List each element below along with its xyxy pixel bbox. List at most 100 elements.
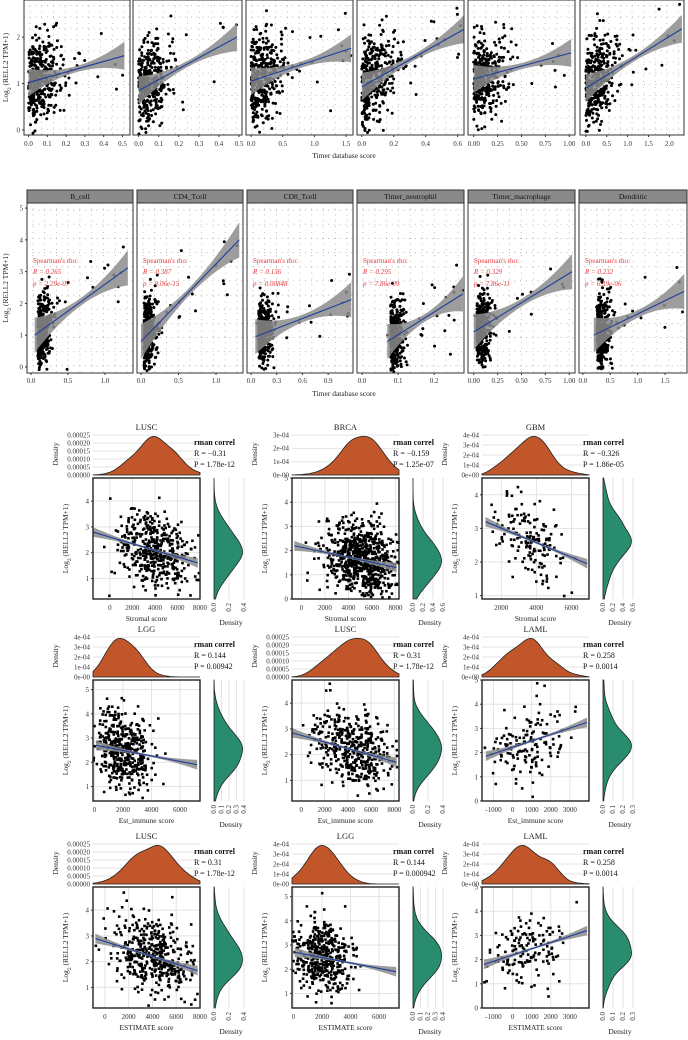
data-point — [381, 92, 385, 96]
data-point — [148, 303, 152, 307]
data-point — [46, 296, 49, 300]
data-point — [252, 42, 256, 45]
regression-line — [361, 28, 465, 88]
data-point — [390, 74, 394, 78]
data-point — [259, 294, 263, 298]
data-point — [261, 298, 264, 302]
data-point — [152, 343, 156, 347]
data-point — [147, 316, 150, 320]
data-point — [41, 60, 44, 63]
data-point — [499, 46, 503, 49]
data-point — [28, 48, 32, 52]
x-tick-label: 1.0 — [633, 377, 642, 385]
data-point — [73, 57, 77, 60]
data-point — [386, 53, 390, 57]
data-point — [494, 333, 498, 337]
data-point — [363, 36, 367, 40]
data-point — [145, 107, 149, 111]
data-point — [390, 81, 394, 85]
data-point — [67, 76, 71, 80]
data-point — [42, 106, 46, 109]
data-point — [148, 294, 152, 298]
data-point — [371, 54, 375, 58]
data-point — [589, 59, 593, 63]
data-point — [147, 349, 151, 353]
data-point — [472, 51, 476, 55]
data-point — [150, 114, 154, 117]
data-point — [613, 34, 617, 38]
data-point — [596, 311, 600, 315]
data-point — [367, 45, 371, 49]
data-point — [181, 100, 185, 104]
data-point — [501, 36, 505, 40]
data-point — [395, 317, 399, 321]
data-point — [631, 70, 635, 74]
data-point — [144, 55, 148, 59]
data-point — [584, 129, 588, 133]
data-point — [318, 334, 322, 338]
data-point — [281, 89, 284, 93]
data-point — [385, 62, 389, 66]
data-point — [593, 43, 597, 47]
data-point — [413, 64, 417, 68]
data-point — [270, 314, 274, 318]
data-point — [497, 55, 501, 59]
data-point — [472, 104, 476, 108]
data-point — [55, 39, 59, 43]
x-tick-label: 0.5 — [64, 377, 73, 385]
data-point — [37, 36, 41, 40]
data-point — [395, 313, 398, 317]
data-point — [476, 104, 480, 108]
data-point — [404, 310, 408, 314]
data-point — [596, 298, 600, 302]
data-point — [35, 104, 39, 108]
data-point — [498, 40, 502, 44]
data-point — [154, 112, 158, 116]
data-point — [138, 62, 142, 66]
data-point — [367, 99, 370, 102]
data-point — [553, 85, 557, 89]
data-point — [601, 19, 605, 23]
x-tick-label: 1.5 — [661, 377, 670, 385]
data-point — [472, 92, 476, 96]
data-point — [83, 59, 87, 62]
x-tick-label: 0.0 — [358, 377, 367, 385]
data-point — [271, 347, 275, 351]
data-point — [41, 304, 45, 308]
data-point — [605, 65, 609, 68]
data-point — [477, 109, 481, 112]
data-point — [421, 327, 425, 331]
data-point — [212, 80, 216, 84]
data-point — [38, 365, 41, 369]
data-point — [495, 99, 499, 103]
data-point — [271, 355, 275, 359]
data-point — [500, 56, 504, 59]
data-point — [148, 117, 152, 121]
data-point — [371, 109, 375, 112]
plot-border — [356, 0, 465, 136]
data-point — [164, 92, 168, 96]
data-point — [28, 64, 32, 68]
data-point — [394, 298, 398, 302]
x-tick-label: 0.0 — [247, 377, 256, 385]
data-point — [278, 112, 282, 115]
data-point — [35, 38, 39, 42]
data-point — [152, 51, 156, 55]
data-point — [403, 298, 407, 302]
data-point — [99, 32, 103, 35]
data-point — [35, 109, 39, 113]
data-point — [490, 88, 494, 92]
data-point — [261, 316, 265, 320]
data-point — [138, 72, 142, 76]
data-point — [279, 49, 283, 53]
data-point — [503, 99, 507, 103]
data-point — [257, 91, 261, 95]
data-point — [144, 66, 148, 70]
data-point — [272, 49, 276, 53]
data-point — [490, 299, 494, 302]
correlation-method: Spearman's rho: — [143, 257, 188, 265]
x-tick-label: 0.25 — [491, 377, 504, 385]
data-point — [409, 81, 413, 85]
data-point — [146, 61, 150, 65]
